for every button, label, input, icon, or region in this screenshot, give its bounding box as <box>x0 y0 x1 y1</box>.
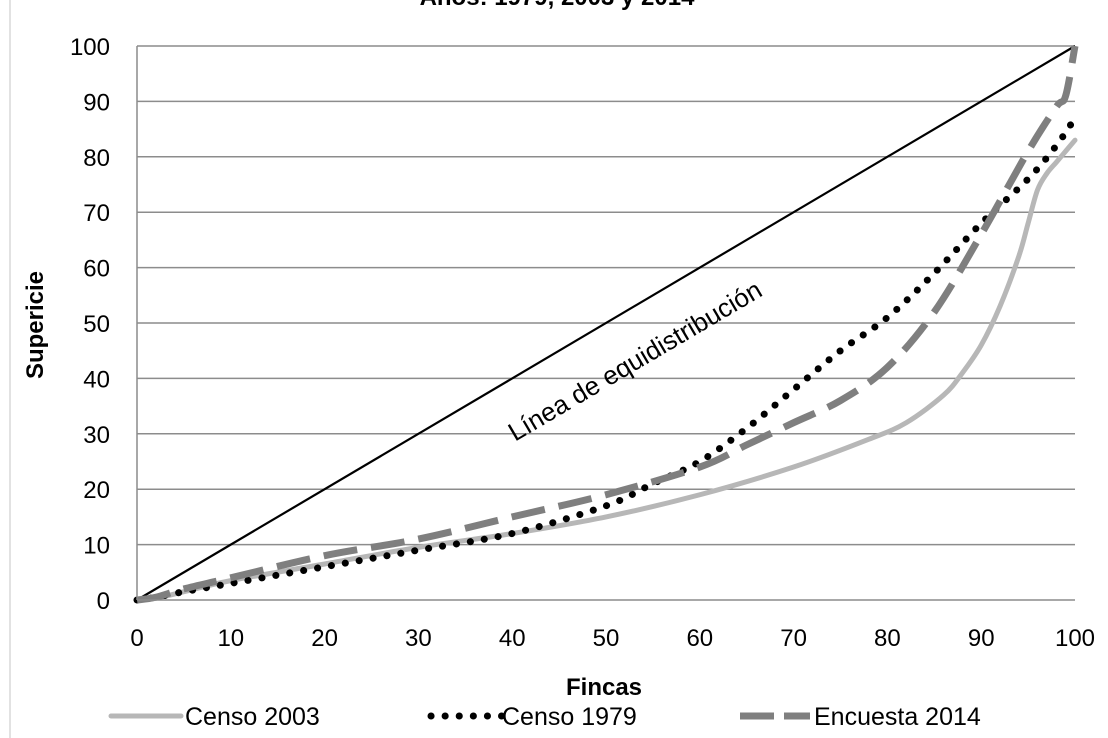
series-line-l-nea-de-equidistribuci-n <box>136 45 1076 601</box>
x-tick-label: 100 <box>1055 625 1095 652</box>
y-tick-label: 70 <box>83 200 110 227</box>
series-line-encuesta-2014 <box>136 45 1079 604</box>
y-tick-label: 90 <box>83 89 110 116</box>
x-tick-label: 80 <box>874 625 901 652</box>
grid <box>137 45 1075 546</box>
x-tick-label: 60 <box>686 625 713 652</box>
x-tick-label: 40 <box>499 625 526 652</box>
y-tick-label: 100 <box>70 34 110 61</box>
x-tick-label: 0 <box>130 625 143 652</box>
x-tick-label: 30 <box>405 625 432 652</box>
x-tick-label: 70 <box>780 625 807 652</box>
legend-label: Encuesta 2014 <box>814 703 981 731</box>
y-axis-title: Supericie <box>22 271 49 379</box>
x-tick-label: 50 <box>593 625 620 652</box>
legend-label: Censo 2003 <box>185 703 320 731</box>
series-layer <box>133 45 1079 604</box>
tick-labels: 0 10 20 30 40 50 60 70 80 90 100 0 10 20 30 40 50 60 70 80 9… <box>70 34 1095 652</box>
series-line-censo-1979 <box>133 114 1079 604</box>
y-tick-label: 60 <box>83 256 110 283</box>
y-tick-label: 0 <box>97 588 110 615</box>
axes <box>136 46 1075 601</box>
chart-title: Años: 1979, 2003 y 2014 <box>420 0 696 11</box>
y-tick-label: 40 <box>83 366 110 393</box>
legend-label: Censo 1979 <box>502 703 637 731</box>
x-tick-label: 90 <box>968 625 995 652</box>
x-axis-title: Fincas <box>566 674 642 701</box>
y-tick-label: 30 <box>83 422 110 449</box>
y-tick-label: 80 <box>83 145 110 172</box>
x-tick-label: 20 <box>311 625 338 652</box>
legend: Censo 2003 Censo 1979 Encuesta 2014 <box>108 703 981 731</box>
y-tick-label: 20 <box>83 477 110 504</box>
x-tick-label: 10 <box>217 625 244 652</box>
y-tick-label: 10 <box>83 533 110 560</box>
y-tick-label: 50 <box>83 311 110 338</box>
